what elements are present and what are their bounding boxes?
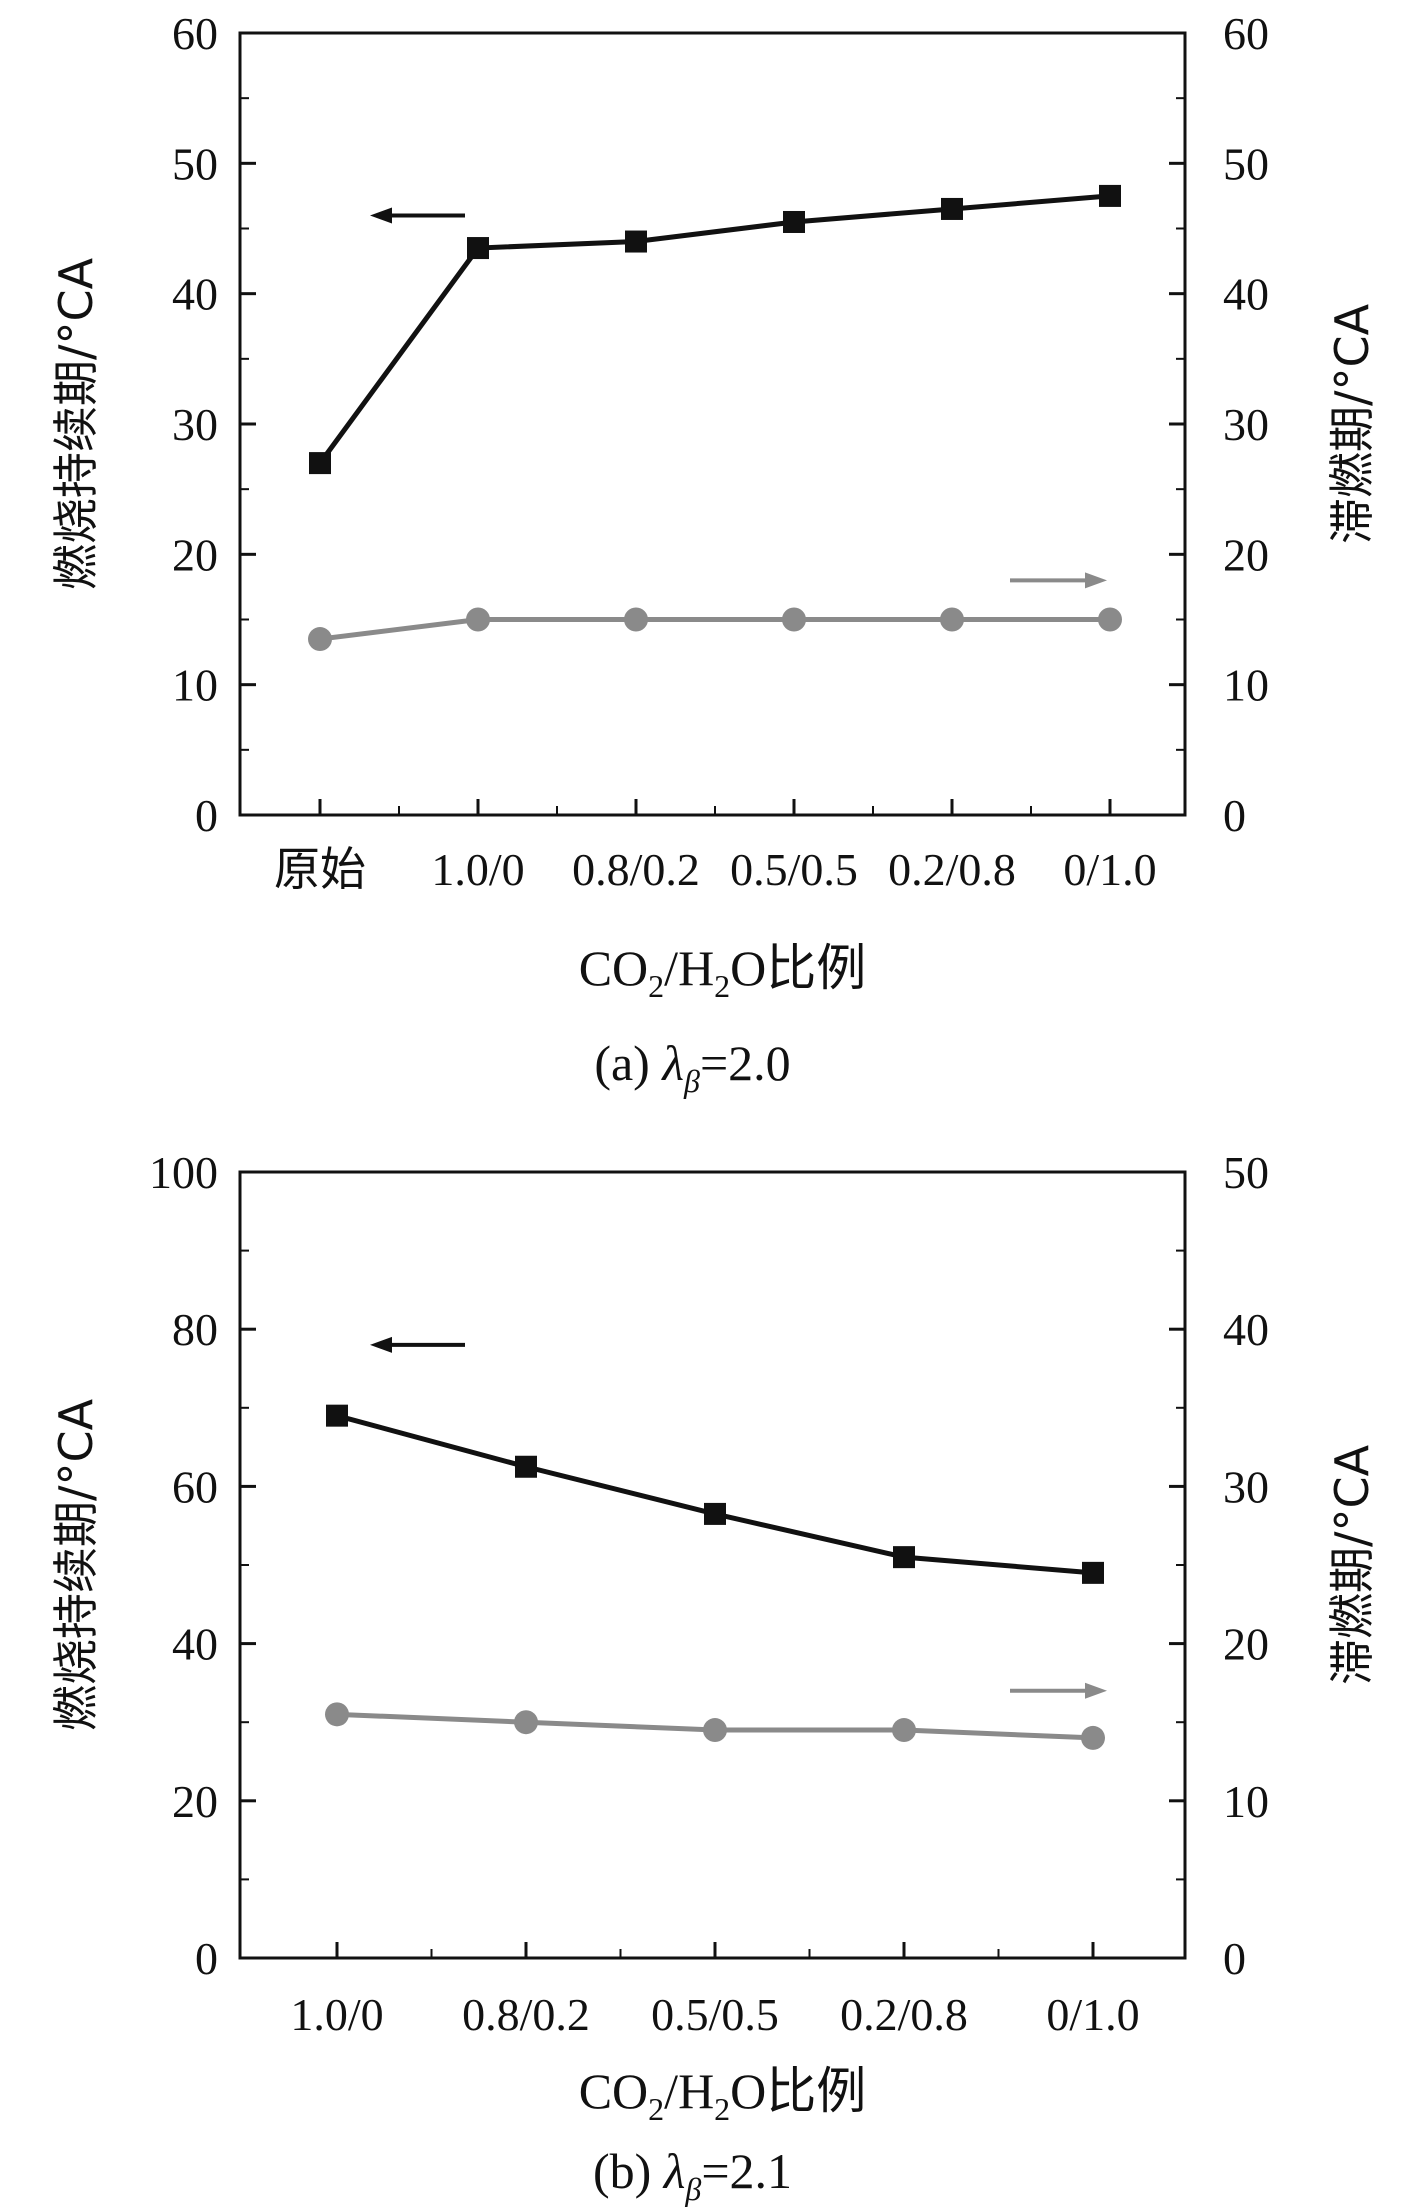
xtick-label: 0/1.0 bbox=[1046, 1989, 1139, 2040]
arrow-left-head bbox=[370, 1336, 392, 1353]
x-axis-title: CO2/H2O比例 bbox=[579, 2063, 867, 2127]
ytick-right-label: 40 bbox=[1223, 1304, 1269, 1355]
data-point-circle bbox=[782, 607, 806, 632]
y-axis-title-left: 燃烧持续期/°CA bbox=[49, 1398, 103, 1731]
ytick-right-label: 30 bbox=[1223, 1461, 1269, 1512]
data-point-square bbox=[783, 210, 805, 233]
chart-b: 0 20 40 60 80 100 0 10 20 30 40 50 1.0/0 0.8/0.2 0.5/0… bbox=[49, 1147, 1379, 2207]
y-axis-title-right: 滞燃期/°CA bbox=[1325, 303, 1379, 544]
data-point-circle bbox=[940, 607, 964, 632]
data-point-square bbox=[1082, 1561, 1104, 1584]
ytick-right-label: 20 bbox=[1223, 529, 1269, 580]
arrow-left-head bbox=[370, 207, 392, 224]
ytick-left-label: 50 bbox=[172, 138, 218, 189]
xtick-label: 0.5/0.5 bbox=[730, 844, 858, 895]
data-point-circle bbox=[624, 607, 648, 632]
xtick-label: 0.2/0.8 bbox=[840, 1989, 968, 2040]
data-point-circle bbox=[308, 627, 332, 652]
plot-frame bbox=[238, 31, 1187, 817]
ytick-right-label: 0 bbox=[1223, 1933, 1246, 1984]
ytick-left-label: 60 bbox=[172, 8, 218, 59]
data-point-square bbox=[515, 1455, 537, 1478]
data-point-circle bbox=[892, 1718, 916, 1743]
ytick-left-label: 0 bbox=[195, 790, 218, 841]
data-point-circle bbox=[466, 607, 490, 632]
data-point-square bbox=[467, 237, 489, 260]
data-point-circle bbox=[1098, 607, 1122, 632]
data-point-square bbox=[704, 1502, 726, 1525]
xtick-label: 1.0/0 bbox=[431, 844, 524, 895]
arrow-right-head bbox=[1085, 572, 1107, 589]
series-line-0 bbox=[317, 193, 1111, 465]
ytick-right-label: 10 bbox=[1223, 1776, 1269, 1827]
plot-frame bbox=[238, 1170, 1187, 1960]
xtick-label: 0/1.0 bbox=[1063, 844, 1156, 895]
ytick-left-label: 100 bbox=[149, 1147, 218, 1198]
ytick-left-label: 40 bbox=[172, 269, 218, 320]
xtick-label: 0.2/0.8 bbox=[888, 844, 1016, 895]
data-point-square bbox=[893, 1546, 915, 1569]
data-point-square bbox=[625, 230, 647, 253]
data-point-circle bbox=[703, 1718, 727, 1743]
ytick-right-label: 30 bbox=[1223, 399, 1269, 450]
ytick-right-label: 10 bbox=[1223, 660, 1269, 711]
ytick-left-label: 20 bbox=[172, 529, 218, 580]
y-axis-title-left: 燃烧持续期/°CA bbox=[49, 257, 103, 590]
ytick-right-label: 20 bbox=[1223, 1619, 1269, 1670]
data-point-circle bbox=[514, 1710, 538, 1735]
ytick-right-label: 50 bbox=[1223, 1147, 1269, 1198]
data-point-circle bbox=[1081, 1725, 1105, 1750]
ytick-right-label: 60 bbox=[1223, 8, 1269, 59]
xtick-label: 原始 bbox=[274, 844, 366, 895]
ytick-right-label: 40 bbox=[1223, 269, 1269, 320]
x-axis-title: CO2/H2O比例 bbox=[579, 940, 867, 1004]
ytick-left-label: 30 bbox=[172, 399, 218, 450]
data-point-square bbox=[941, 197, 963, 220]
xtick-label: 0.8/0.2 bbox=[572, 844, 700, 895]
ytick-left-label: 10 bbox=[172, 660, 218, 711]
ytick-left-label: 0 bbox=[195, 1933, 218, 1984]
caption: (a) λβ=2.0 bbox=[594, 1035, 790, 1099]
series-line-1 bbox=[319, 617, 1110, 642]
y-axis-title-right: 滞燃期/°CA bbox=[1325, 1444, 1379, 1685]
ytick-left-label: 60 bbox=[172, 1461, 218, 1512]
ytick-right-label: 0 bbox=[1223, 790, 1246, 841]
caption: (b) λβ=2.1 bbox=[593, 2143, 792, 2207]
arrow-right-head bbox=[1085, 1682, 1107, 1699]
data-point-square bbox=[309, 452, 331, 475]
xtick-label: 0.8/0.2 bbox=[462, 1989, 590, 2040]
ytick-right-label: 50 bbox=[1223, 138, 1269, 189]
xtick-label: 0.5/0.5 bbox=[651, 1989, 779, 2040]
ytick-left-label: 80 bbox=[172, 1304, 218, 1355]
ytick-left-label: 20 bbox=[172, 1776, 218, 1827]
data-point-square bbox=[1099, 184, 1121, 207]
chart-a: 0 10 20 30 40 50 60 0 10 20 30 40 50 60 原始 1.0/0 0.8/0.2… bbox=[49, 8, 1379, 1099]
data-point-square bbox=[326, 1404, 348, 1427]
xtick-label: 1.0/0 bbox=[290, 1989, 383, 2040]
series-line-0 bbox=[336, 1413, 1094, 1576]
data-point-circle bbox=[325, 1702, 349, 1727]
ytick-left-label: 40 bbox=[172, 1619, 218, 1670]
